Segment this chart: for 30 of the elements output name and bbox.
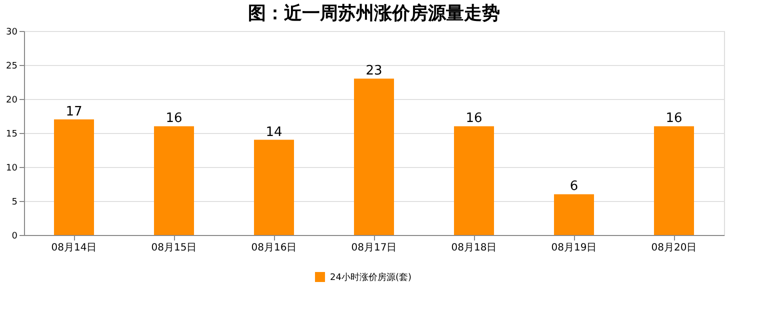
x-tick-label: 08月19日 <box>551 242 597 254</box>
y-tick-label: 30 <box>6 28 18 38</box>
bar <box>554 194 594 235</box>
bar <box>654 126 694 235</box>
data-label: 16 <box>666 111 682 126</box>
x-tick-label: 08月20日 <box>651 242 697 254</box>
legend-label: 24小时涨价房源(套) <box>330 272 412 283</box>
chart-title: 图：近一周苏州涨价房源量走势 <box>248 3 500 24</box>
data-label: 16 <box>466 111 482 126</box>
bar <box>54 119 94 235</box>
bar <box>154 126 194 235</box>
x-tick-label: 08月16日 <box>251 242 297 254</box>
y-tick-label: 5 <box>12 198 18 208</box>
y-tick-label: 10 <box>6 164 18 174</box>
data-label: 17 <box>66 104 82 120</box>
bar <box>454 126 494 235</box>
data-label: 23 <box>366 64 382 79</box>
bar <box>254 140 294 235</box>
x-tick-label: 08月15日 <box>151 242 197 254</box>
data-label: 6 <box>570 179 578 194</box>
x-tick-label: 08月18日 <box>451 242 497 254</box>
x-tick-label: 08月14日 <box>51 242 97 254</box>
x-tick-label: 08月17日 <box>351 242 397 254</box>
y-tick-label: 25 <box>6 62 18 72</box>
data-label: 16 <box>166 111 182 126</box>
y-tick-label: 15 <box>6 130 18 140</box>
data-label: 14 <box>266 124 282 140</box>
y-tick-label: 0 <box>12 232 18 242</box>
bar <box>354 78 394 235</box>
y-tick-label: 20 <box>6 96 18 106</box>
